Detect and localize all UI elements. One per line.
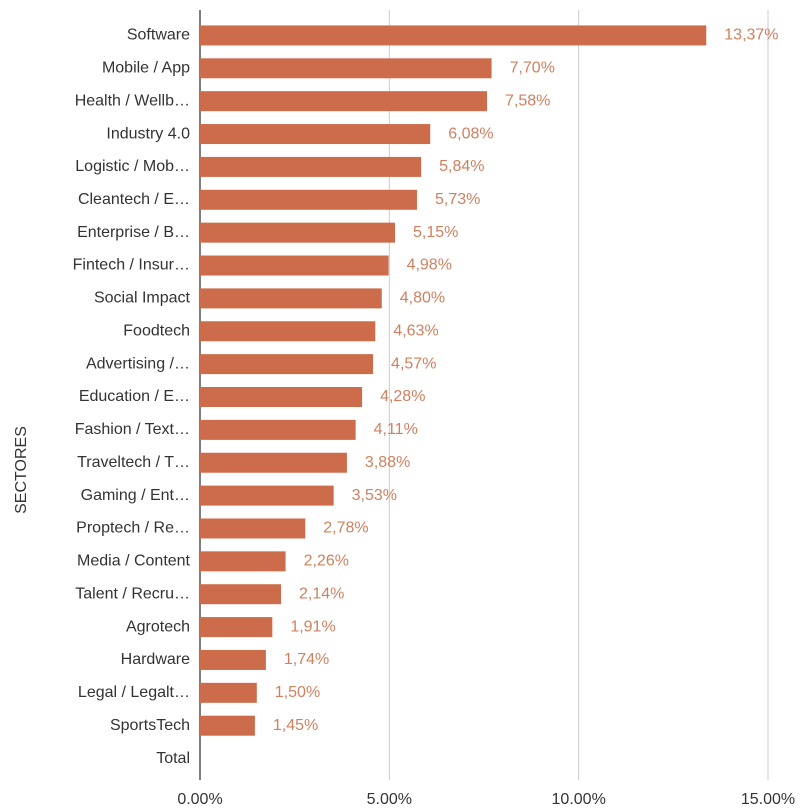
data-label: 4,11%: [374, 421, 418, 438]
data-label: 5,84%: [439, 158, 484, 175]
y-tick-label: Advertising /…: [86, 355, 190, 372]
data-label: 2,78%: [323, 520, 368, 537]
y-tick-label: Social Impact: [94, 290, 191, 307]
bar: [200, 354, 374, 375]
y-tick-label: Fashion / Text…: [75, 421, 190, 438]
bar: [200, 222, 396, 243]
y-tick-label: Cleantech / E…: [78, 191, 190, 208]
y-tick-label: Agrotech: [126, 618, 190, 635]
bar: [200, 649, 266, 670]
bar: [200, 518, 306, 539]
data-label: 4,63%: [393, 322, 438, 339]
bar: [200, 584, 282, 605]
y-tick-label: Health / Wellb…: [75, 92, 190, 109]
bar: [200, 682, 257, 703]
bar: [200, 419, 356, 440]
data-label: 6,08%: [448, 125, 493, 142]
y-tick-label: Proptech / Re…: [76, 520, 190, 537]
bar: [200, 288, 382, 309]
y-tick-label: Traveltech / T…: [77, 454, 190, 471]
y-tick-label: Mobile / App: [102, 60, 190, 77]
y-tick-label: Enterprise / B…: [77, 224, 190, 241]
y-tick-label: Industry 4.0: [106, 125, 190, 142]
x-tick-label: 5.00%: [367, 791, 412, 808]
data-label: 1,50%: [275, 684, 320, 701]
bar: [200, 715, 255, 736]
x-tick-label: 10.00%: [552, 791, 606, 808]
data-label: 2,26%: [304, 553, 349, 570]
bar: [200, 255, 389, 276]
bar: [200, 58, 492, 79]
bar: [200, 452, 347, 473]
data-label: 13,37%: [724, 27, 778, 44]
y-tick-label: SportsTech: [110, 717, 190, 734]
y-tick-label: Hardware: [121, 651, 190, 668]
bar: [200, 617, 273, 638]
bar: [200, 91, 488, 112]
data-label: 3,88%: [365, 454, 410, 471]
data-label: 4,28%: [380, 388, 425, 405]
y-tick-label: Foodtech: [123, 322, 190, 339]
bar: [200, 551, 286, 572]
bar: [200, 485, 334, 506]
data-label: 2,14%: [299, 585, 344, 602]
data-label: 4,98%: [407, 257, 452, 274]
data-label: 4,57%: [391, 355, 436, 372]
bar: [200, 387, 363, 407]
data-label: 7,58%: [505, 92, 550, 109]
y-tick-label: Software: [127, 27, 190, 44]
data-label: 1,74%: [284, 651, 329, 668]
y-axis-label: SECTORES: [13, 426, 30, 514]
data-label: 3,53%: [352, 487, 397, 504]
bar: [200, 321, 376, 342]
data-label: 1,91%: [290, 618, 335, 635]
y-tick-label: Logistic / Mob…: [75, 158, 190, 175]
data-label: 4,80%: [400, 290, 445, 307]
x-tick-label: 15.00%: [741, 791, 795, 808]
y-tick-label: Total: [156, 750, 190, 767]
y-tick-label: Talent / Recru…: [75, 585, 190, 602]
bar: [200, 124, 431, 145]
y-tick-label: Education / E…: [79, 388, 190, 405]
y-tick-label: Fintech / Insur…: [73, 257, 190, 274]
bar: [200, 25, 707, 46]
x-tick-label: 0.00%: [177, 791, 222, 808]
data-label: 5,73%: [435, 191, 480, 208]
bar: [200, 156, 422, 177]
data-label: 1,45%: [273, 717, 318, 734]
y-tick-label: Media / Content: [77, 553, 191, 570]
y-tick-label: Gaming / Ent…: [81, 487, 190, 504]
data-label: 7,70%: [510, 60, 555, 77]
data-label: 5,15%: [413, 224, 458, 241]
bar: [200, 189, 417, 210]
y-tick-label: Legal / Legalt…: [78, 684, 190, 701]
